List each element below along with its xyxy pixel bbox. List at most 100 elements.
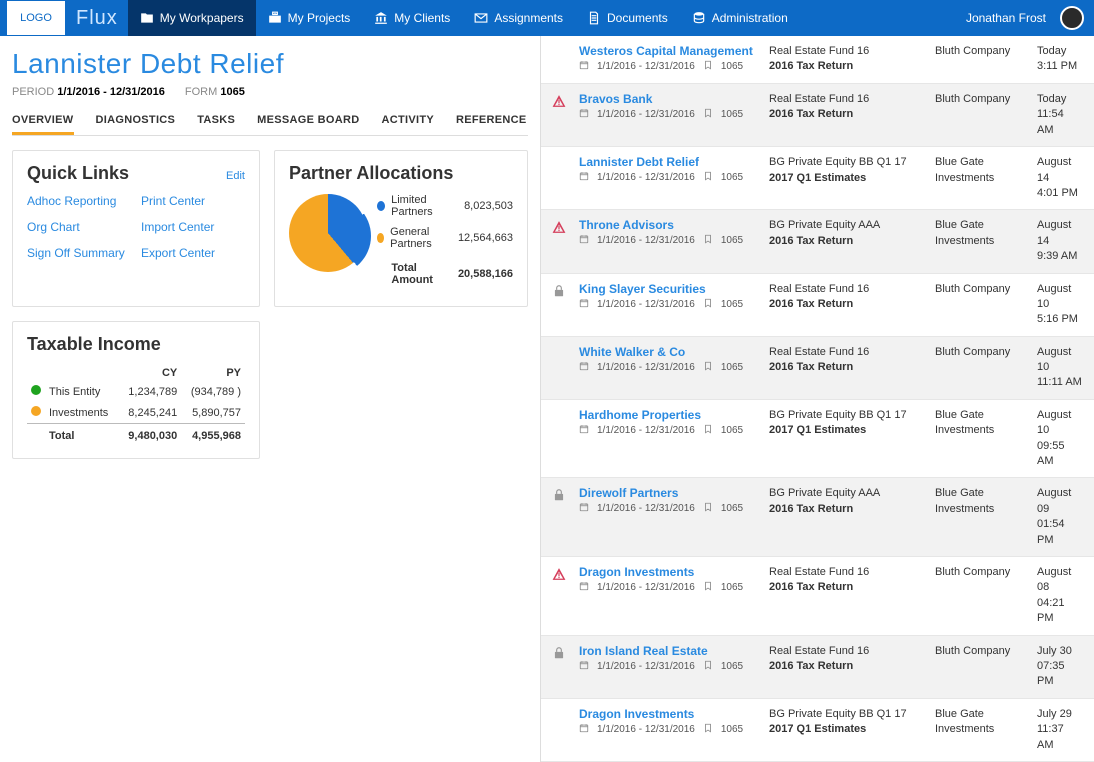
nav-assignments[interactable]: Assignments bbox=[462, 0, 575, 36]
workpaper-name[interactable]: Dragon Investments bbox=[579, 565, 759, 579]
status-col bbox=[549, 644, 569, 660]
workpaper-name[interactable]: Iron Island Real Estate bbox=[579, 644, 759, 658]
tab-message-board[interactable]: MESSAGE BOARD bbox=[257, 108, 359, 135]
nav-administration[interactable]: Administration bbox=[680, 0, 800, 36]
legend-label: Limited Partners bbox=[391, 194, 456, 218]
lock-icon bbox=[552, 284, 566, 298]
bookmark-icon bbox=[703, 502, 713, 515]
time-line1: August 10 bbox=[1037, 345, 1082, 376]
workpaper-name[interactable]: Direwolf Partners bbox=[579, 486, 759, 500]
legend-row: Limited Partners 8,023,503 bbox=[377, 194, 513, 218]
fund-line2: 2016 Tax Return bbox=[769, 659, 925, 674]
partner-allocations-title: Partner Allocations bbox=[289, 163, 513, 184]
fund-line2: 2016 Tax Return bbox=[769, 234, 925, 249]
workpaper-period: 1/1/2016 - 12/31/2016 bbox=[597, 235, 695, 246]
tab-activity[interactable]: ACTIVITY bbox=[381, 108, 434, 135]
quick-links-edit[interactable]: Edit bbox=[226, 170, 245, 182]
period-label: PERIOD bbox=[12, 86, 54, 98]
legend-value: 12,564,663 bbox=[458, 232, 513, 244]
workpaper-name[interactable]: Throne Advisors bbox=[579, 218, 759, 232]
workpaper-row[interactable]: Dragon Investments 1/1/2016 - 12/31/2016… bbox=[541, 557, 1094, 636]
workpaper-row[interactable]: Lannister Debt Relief 1/1/2016 - 12/31/2… bbox=[541, 147, 1094, 210]
workpaper-name[interactable]: Westeros Capital Management bbox=[579, 44, 759, 58]
user-name[interactable]: Jonathan Frost bbox=[958, 11, 1054, 25]
tab-overview[interactable]: OVERVIEW bbox=[12, 108, 74, 135]
workpaper-name[interactable]: Dragon Investments bbox=[579, 707, 759, 721]
form-label: FORM bbox=[185, 86, 217, 98]
quick-link-export-center[interactable]: Export Center bbox=[141, 246, 245, 260]
workpaper-period: 1/1/2016 - 12/31/2016 bbox=[597, 661, 695, 672]
quick-link-org-chart[interactable]: Org Chart bbox=[27, 220, 131, 234]
time-line2: 04:21 PM bbox=[1037, 596, 1082, 627]
quick-link-print-center[interactable]: Print Center bbox=[141, 194, 245, 208]
workpaper-row[interactable]: Direwolf Partners 1/1/2016 - 12/31/2016 … bbox=[541, 478, 1094, 557]
workpaper-name[interactable]: Lannister Debt Relief bbox=[579, 155, 759, 169]
workpaper-form: 1065 bbox=[721, 235, 743, 246]
bookmark-icon bbox=[703, 581, 713, 594]
quick-link-import-center[interactable]: Import Center bbox=[141, 220, 245, 234]
calendar-icon bbox=[579, 424, 589, 437]
nav-label: My Clients bbox=[394, 11, 450, 25]
tab-diagnostics[interactable]: DIAGNOSTICS bbox=[96, 108, 176, 135]
status-col bbox=[549, 155, 569, 157]
partner-allocations-card: Partner Allocations Limited Partners 8,02… bbox=[274, 150, 528, 307]
col-py: PY bbox=[181, 365, 245, 381]
workpaper-row[interactable]: Bravos Bank 1/1/2016 - 12/31/2016 1065 R… bbox=[541, 84, 1094, 147]
user-avatar[interactable] bbox=[1060, 6, 1084, 30]
fund-line2: 2016 Tax Return bbox=[769, 297, 925, 312]
workpaper-name[interactable]: Bravos Bank bbox=[579, 92, 759, 106]
warning-icon bbox=[552, 567, 566, 581]
mail-icon bbox=[474, 11, 488, 25]
nav-my-workpapers[interactable]: My Workpapers bbox=[128, 0, 256, 36]
fund-name: BG Private Equity BB Q1 17 bbox=[769, 408, 925, 423]
fund-name: BG Private Equity AAA bbox=[769, 218, 925, 233]
legend-value: 8,023,503 bbox=[464, 200, 513, 212]
nav-my-clients[interactable]: My Clients bbox=[362, 0, 462, 36]
workpaper-row[interactable]: Westeros Capital Management 1/1/2016 - 1… bbox=[541, 36, 1094, 84]
workpaper-row[interactable]: White Walker & Co 1/1/2016 - 12/31/2016 … bbox=[541, 337, 1094, 400]
bookmark-icon bbox=[703, 723, 713, 736]
workpaper-row[interactable]: King Slayer Securities 1/1/2016 - 12/31/… bbox=[541, 274, 1094, 337]
tab-tasks[interactable]: TASKS bbox=[197, 108, 235, 135]
workpaper-row[interactable]: Dragon Investments 1/1/2016 - 12/31/2016… bbox=[541, 699, 1094, 762]
workpaper-name[interactable]: King Slayer Securities bbox=[579, 282, 759, 296]
workpaper-row[interactable]: Hardhome Properties 1/1/2016 - 12/31/201… bbox=[541, 400, 1094, 479]
status-col bbox=[549, 345, 569, 347]
fund-line2: 2016 Tax Return bbox=[769, 580, 925, 595]
period-value: 1/1/2016 - 12/31/2016 bbox=[57, 86, 165, 98]
workpaper-form: 1065 bbox=[721, 172, 743, 183]
tab-reference[interactable]: REFERENCE bbox=[456, 108, 527, 135]
status-col bbox=[549, 282, 569, 298]
workpaper-name[interactable]: White Walker & Co bbox=[579, 345, 759, 359]
nav-my-projects[interactable]: My Projects bbox=[256, 0, 363, 36]
bookmark-icon bbox=[703, 108, 713, 121]
bank-icon bbox=[374, 11, 388, 25]
quick-links-card: Quick Links Edit Adhoc ReportingPrint Ce… bbox=[12, 150, 260, 307]
time-line2: 11:11 AM bbox=[1037, 375, 1082, 390]
workpaper-form: 1065 bbox=[721, 109, 743, 120]
workpaper-period: 1/1/2016 - 12/31/2016 bbox=[597, 362, 695, 373]
nav-documents[interactable]: Documents bbox=[575, 0, 680, 36]
fund-line2: 2017 Q1 Estimates bbox=[769, 171, 925, 186]
workpaper-form: 1065 bbox=[721, 299, 743, 310]
db-icon bbox=[692, 11, 706, 25]
time-line2: 11:54 AM bbox=[1037, 107, 1082, 138]
company-name: Bluth Company bbox=[935, 345, 1027, 360]
workpaper-row[interactable]: Iron Island Real Estate 1/1/2016 - 12/31… bbox=[541, 636, 1094, 699]
quick-link-adhoc-reporting[interactable]: Adhoc Reporting bbox=[27, 194, 131, 208]
nav-label: My Workpapers bbox=[160, 11, 244, 25]
workpaper-row[interactable]: Throne Advisors 1/1/2016 - 12/31/2016 10… bbox=[541, 210, 1094, 273]
pie-exploded-slice bbox=[293, 197, 371, 275]
nav-label: My Projects bbox=[288, 11, 351, 25]
workpaper-period: 1/1/2016 - 12/31/2016 bbox=[597, 172, 695, 183]
briefcase-icon bbox=[268, 11, 282, 25]
top-navbar: LOGO Flux My WorkpapersMy ProjectsMy Cli… bbox=[0, 0, 1094, 36]
company-name: Bluth Company bbox=[935, 92, 1027, 107]
quick-link-sign-off-summary[interactable]: Sign Off Summary bbox=[27, 246, 131, 260]
workpaper-name[interactable]: Hardhome Properties bbox=[579, 408, 759, 422]
ti-dot bbox=[31, 385, 41, 395]
legend-row: General Partners12,564,663 bbox=[377, 226, 513, 250]
taxable-income-title: Taxable Income bbox=[27, 334, 245, 355]
ti-total-cy: 9,480,030 bbox=[119, 424, 181, 447]
fund-name: Real Estate Fund 16 bbox=[769, 44, 925, 59]
